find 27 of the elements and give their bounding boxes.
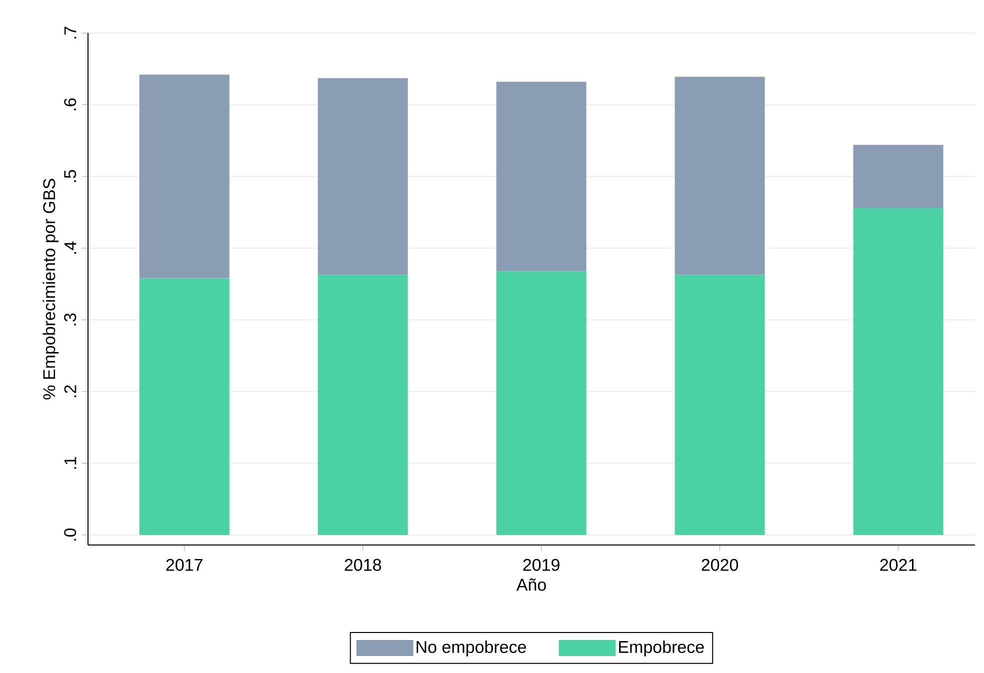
x-tick-label: 2018 (344, 558, 382, 571)
bar (139, 278, 230, 535)
bar (853, 208, 944, 535)
x-tick-label: 2019 (523, 558, 560, 571)
x-tick-label: 2020 (702, 558, 738, 571)
x-tick-label: 2021 (880, 558, 916, 571)
y-tick-label: .1 (64, 456, 76, 469)
y-axis-title: % Empobrecimiento por GBS (42, 178, 59, 400)
bar (318, 274, 408, 535)
legend-label: Empobrece (619, 640, 704, 656)
bar (496, 82, 586, 272)
bar (318, 78, 408, 275)
bar (139, 74, 230, 278)
y-tick-label: .4 (64, 242, 76, 254)
y-tick-label: .5 (64, 170, 76, 182)
bar (674, 76, 765, 275)
y-tick-label: .6 (64, 98, 76, 110)
x-axis-title: Año (516, 578, 546, 591)
y-tick-label: .2 (64, 385, 76, 398)
y-tick-label: .0 (64, 528, 76, 540)
bar (853, 144, 944, 208)
bar (496, 271, 586, 535)
legend-label: No empobrece (416, 640, 526, 656)
bar (674, 274, 765, 535)
x-tick-label: 2017 (166, 558, 202, 571)
y-tick-label: .7 (64, 26, 76, 39)
y-tick-label: .3 (64, 313, 76, 326)
